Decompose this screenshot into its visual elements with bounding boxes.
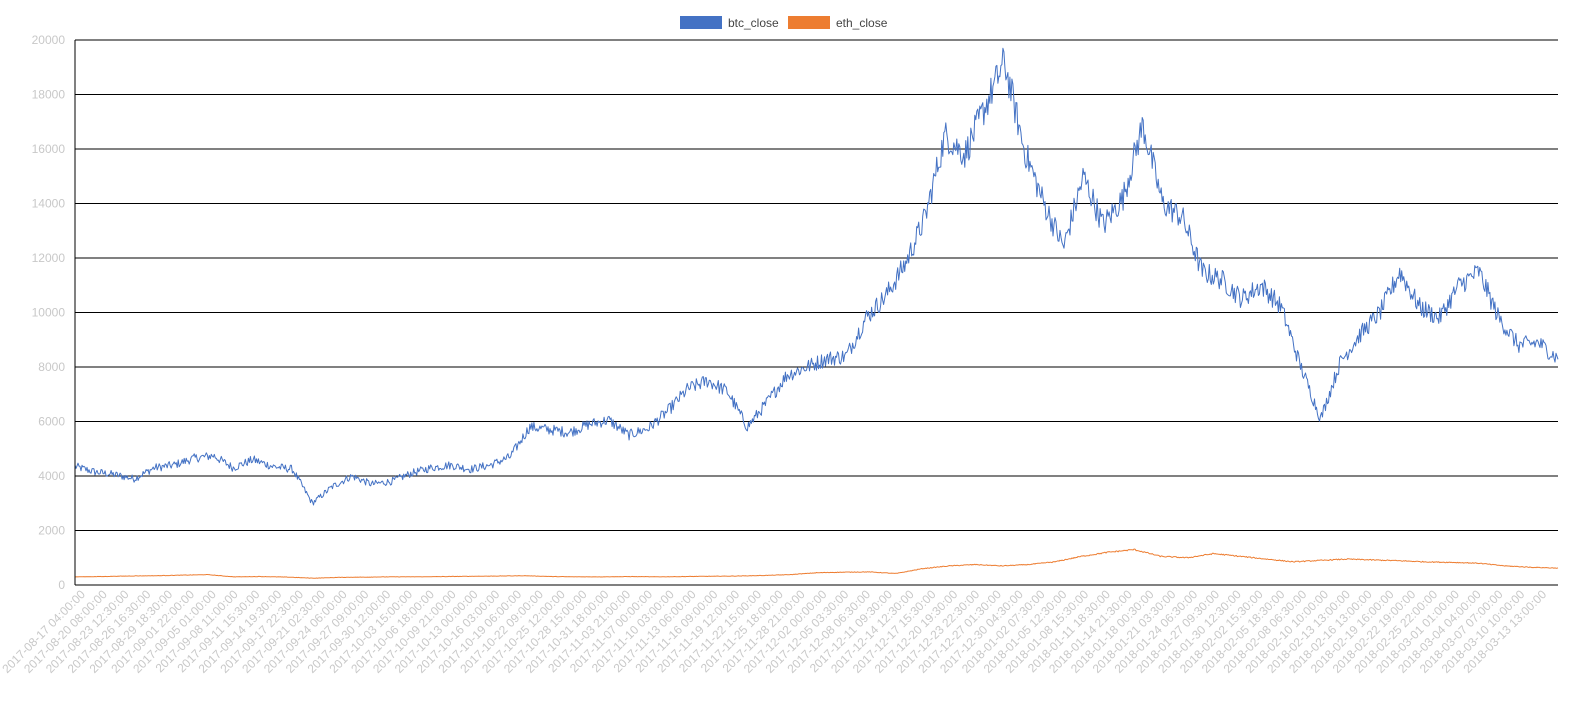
y-tick-label: 4000 bbox=[38, 469, 65, 483]
y-axis-ticks: 0 2000 4000 6000 8000 10000 12000 14000 16000 180… bbox=[32, 33, 66, 592]
y-tick-label: 6000 bbox=[38, 415, 65, 429]
series-line-eth_close bbox=[75, 548, 1559, 579]
y-tick-label: 18000 bbox=[32, 88, 66, 102]
y-tick-label: 12000 bbox=[32, 251, 66, 265]
legend: btc_close eth_close bbox=[680, 16, 888, 30]
series-lines bbox=[74, 47, 1559, 579]
legend-swatch-btc_close bbox=[680, 16, 722, 29]
y-tick-label: 2000 bbox=[38, 524, 65, 538]
legend-label-eth_close: eth_close bbox=[836, 16, 888, 30]
y-tick-label: 20000 bbox=[32, 33, 66, 47]
legend-swatch-eth_close bbox=[788, 16, 830, 29]
y-tick-label: 10000 bbox=[32, 306, 66, 320]
y-tick-label: 8000 bbox=[38, 360, 65, 374]
y-tick-label: 0 bbox=[58, 578, 65, 592]
y-tick-label: 16000 bbox=[32, 142, 66, 156]
legend-label-btc_close: btc_close bbox=[728, 16, 779, 30]
series-line-btc_close bbox=[74, 47, 1559, 506]
y-tick-label: 14000 bbox=[32, 197, 66, 211]
gridlines bbox=[75, 39, 1558, 531]
